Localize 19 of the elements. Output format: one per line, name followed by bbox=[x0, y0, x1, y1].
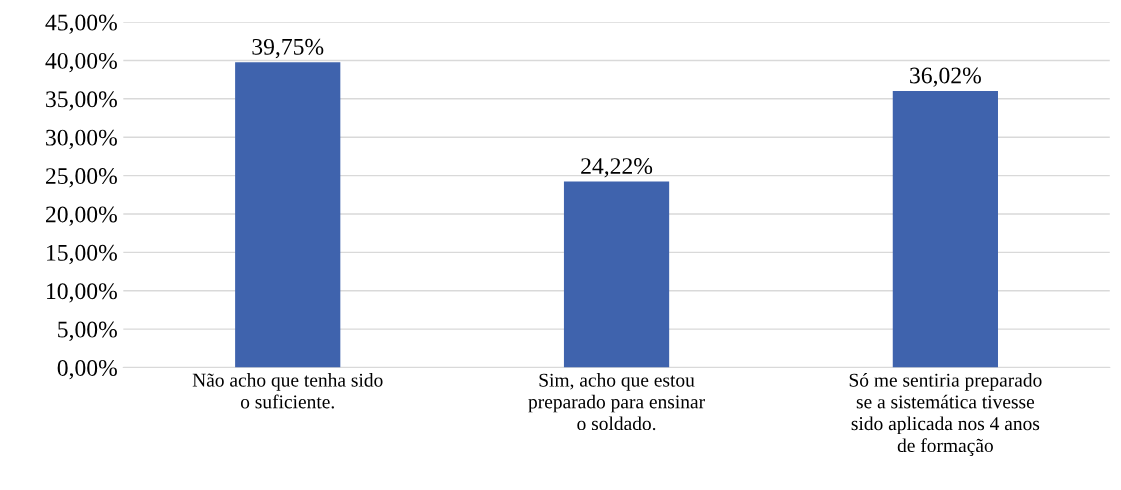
data-label: 36,02% bbox=[910, 67, 981, 87]
y-tick-label: 25,00% bbox=[46, 168, 117, 188]
y-tick-label: 20,00% bbox=[46, 206, 117, 226]
x-tick-label: Sim, acho que estou preparado para ensinar o soldado. bbox=[528, 373, 705, 431]
y-tick-label: 5,00% bbox=[58, 321, 117, 341]
y-tick-label: 0,00% bbox=[57, 359, 117, 380]
y-tick-label: 30,00% bbox=[46, 129, 117, 150]
y-tick-label: 45,00% bbox=[45, 14, 117, 34]
x-tick-label: Só me sentiria preparado se a sistemática tivesse sido aplicada nos 4 anos de formação bbox=[849, 373, 1042, 457]
bar bbox=[235, 62, 341, 368]
data-label: 24,22% bbox=[581, 158, 653, 178]
bar bbox=[892, 90, 998, 368]
bar bbox=[563, 181, 670, 368]
y-tick-label: 15,00% bbox=[47, 244, 117, 265]
x-tick-label: Não acho que tenha sido o suficiente. bbox=[192, 373, 383, 409]
data-label: 39,75% bbox=[252, 38, 324, 59]
y-tick-label: 40,00% bbox=[45, 52, 117, 73]
y-tick-label: 35,00% bbox=[46, 91, 117, 111]
y-tick-label: 10,00% bbox=[47, 283, 117, 303]
